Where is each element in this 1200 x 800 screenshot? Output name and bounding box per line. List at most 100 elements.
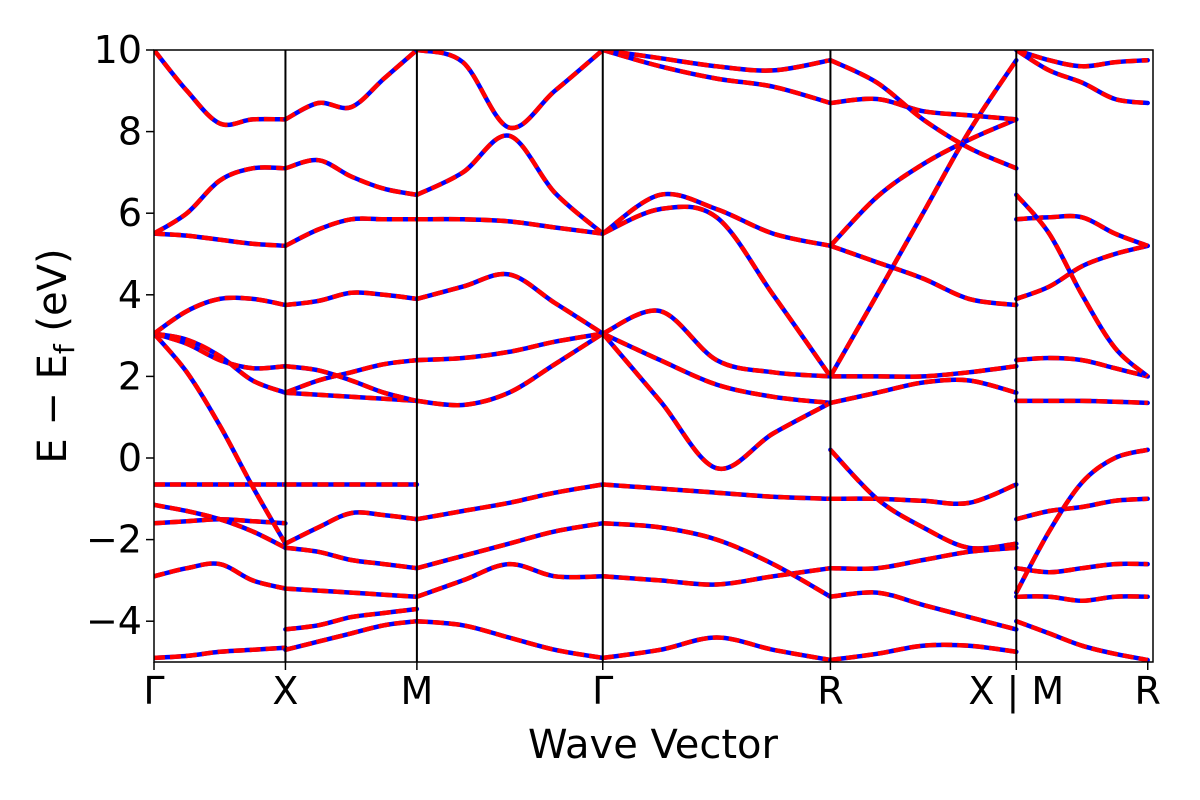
band-line-b-2-9 [416, 50, 605, 131]
x-tick-label-0: Γ [143, 669, 164, 713]
band-line-b-3-8 [601, 204, 833, 378]
band-line-a-4-2 [828, 545, 1019, 572]
band-line-b-1-3 [285, 545, 418, 571]
y-tick-label-5: 6 [118, 191, 142, 235]
y-axis-label-unit: (eV) [30, 248, 76, 344]
band-line-b-2-1 [416, 561, 603, 599]
x-tick-label-1: X [272, 669, 298, 713]
band-line-b-4-8 [828, 58, 1019, 378]
band-line-a-4-7 [828, 243, 1019, 308]
band-line-a-5-9 [1014, 192, 1150, 379]
band-line-b-0-7 [154, 331, 286, 371]
band-line-b-1-8 [285, 363, 418, 404]
band-line-b-2-7 [416, 216, 604, 236]
band-line-a-2-1 [414, 561, 606, 599]
y-tick-label-1: −2 [86, 518, 142, 562]
band-line-b-3-6 [601, 332, 832, 472]
band-line-b-2-6 [416, 271, 605, 336]
band-line-b-1-4 [284, 510, 418, 546]
x-tick-label-4: R [817, 669, 843, 713]
band-line-a-2-3 [414, 482, 606, 522]
band-line-b-5-11 [1015, 50, 1148, 69]
band-line-a-4-11 [828, 57, 1019, 171]
band-line-a-5-8 [1014, 213, 1150, 249]
band-line-b-1-7 [284, 357, 418, 395]
band-line-b-3-10 [602, 50, 831, 73]
band-line-b-5-0 [1015, 619, 1149, 662]
band-line-b-5-8 [1016, 213, 1149, 248]
band-line-b-4-9 [828, 117, 1018, 248]
x-axis-label: Wave Vector [528, 722, 779, 768]
y-tick-label-4: 4 [118, 273, 142, 317]
band-line-b-0-1 [154, 561, 286, 591]
band-line-a-3-0 [600, 635, 833, 662]
y-tick-label-2: 0 [118, 436, 142, 480]
band-line-b-5-5 [1016, 355, 1149, 379]
band-line-b-0-0 [154, 645, 286, 661]
band-line-b-0-6 [154, 331, 287, 395]
band-line-b-5-4 [1016, 398, 1148, 406]
band-line-a-4-1 [828, 590, 1019, 632]
band-line-b-3-0 [602, 635, 831, 662]
band-line-b-0-10 [154, 165, 286, 236]
band-line-b-4-11 [829, 58, 1018, 171]
y-axis-label-subscript: f [48, 343, 81, 354]
band-line-b-1-9 [285, 290, 418, 308]
band-lines [154, 50, 1150, 662]
band-line-a-4-3 [828, 482, 1019, 507]
band-line-a-4-9 [828, 117, 1019, 249]
band-line-b-4-4 [829, 377, 1017, 406]
band-line-b-5-7 [1015, 243, 1149, 302]
band-line-b-5-2 [1016, 561, 1148, 575]
x-tick-label-3: Γ [592, 669, 613, 713]
band-line-a-2-6 [414, 271, 606, 336]
band-line-a-4-5 [828, 363, 1019, 379]
band-line-a-1-7 [283, 357, 420, 395]
band-line-a-2-5 [414, 331, 606, 363]
band-line-a-3-5 [600, 308, 833, 379]
y-axis-ticks: −4 −2 0 2 4 6 8 10 [86, 28, 154, 643]
band-line-b-0-3 [154, 502, 287, 550]
band-line-b-3-1 [602, 565, 831, 587]
plot-frame [153, 49, 1154, 663]
band-line-b-0-9 [154, 231, 286, 249]
band-line-a-0-11 [154, 50, 288, 128]
band-line-b-4-3 [830, 482, 1018, 507]
band-line-b-5-9 [1014, 193, 1150, 379]
band-line-a-2-7 [414, 216, 606, 236]
band-line-b-3-2 [602, 521, 832, 599]
band-line-b-5-10 [1015, 50, 1148, 106]
y-axis-label: E − Ef (eV) [30, 248, 81, 463]
band-line-b-5-1 [1016, 594, 1148, 604]
band-line-a-2-2 [414, 521, 606, 571]
band-line-b-3-9 [602, 50, 832, 106]
band-line-a-0-6 [154, 331, 288, 395]
band-line-b-5-3 [1015, 496, 1148, 522]
band-line-b-3-7 [601, 191, 831, 249]
band-line-b-0-11 [154, 50, 286, 128]
band-line-b-4-0 [830, 642, 1017, 662]
y-tick-label-7: 10 [94, 28, 142, 72]
x-axis-ticks: Γ X M Γ R X | M R [143, 662, 1161, 714]
band-line-a-2-9 [414, 50, 606, 131]
band-line-a-2-4 [414, 331, 606, 408]
band-line-b-4-5 [830, 363, 1017, 379]
y-tick-label-3: 2 [118, 354, 142, 398]
band-line-a-3-4 [600, 331, 833, 406]
band-line-b-1-6 [285, 390, 418, 404]
band-line-b-2-2 [416, 521, 604, 571]
band-line-b-4-7 [829, 243, 1017, 308]
band-line-b-0-5 [154, 332, 288, 545]
band-line-b-1-11 [284, 157, 418, 198]
band-line-b-2-8 [415, 133, 605, 236]
x-tick-label-6: R [1135, 669, 1161, 713]
x-tick-label-5: X | M [968, 669, 1064, 714]
y-axis-label-main: E − E [30, 354, 76, 464]
band-line-b-1-10 [284, 216, 417, 248]
band-line-b-1-2 [285, 586, 418, 599]
y-tick-label-0: −4 [86, 599, 142, 643]
band-line-b-1-12 [284, 50, 419, 122]
band-line-a-1-10 [283, 216, 420, 249]
band-line-b-4-1 [830, 590, 1017, 632]
